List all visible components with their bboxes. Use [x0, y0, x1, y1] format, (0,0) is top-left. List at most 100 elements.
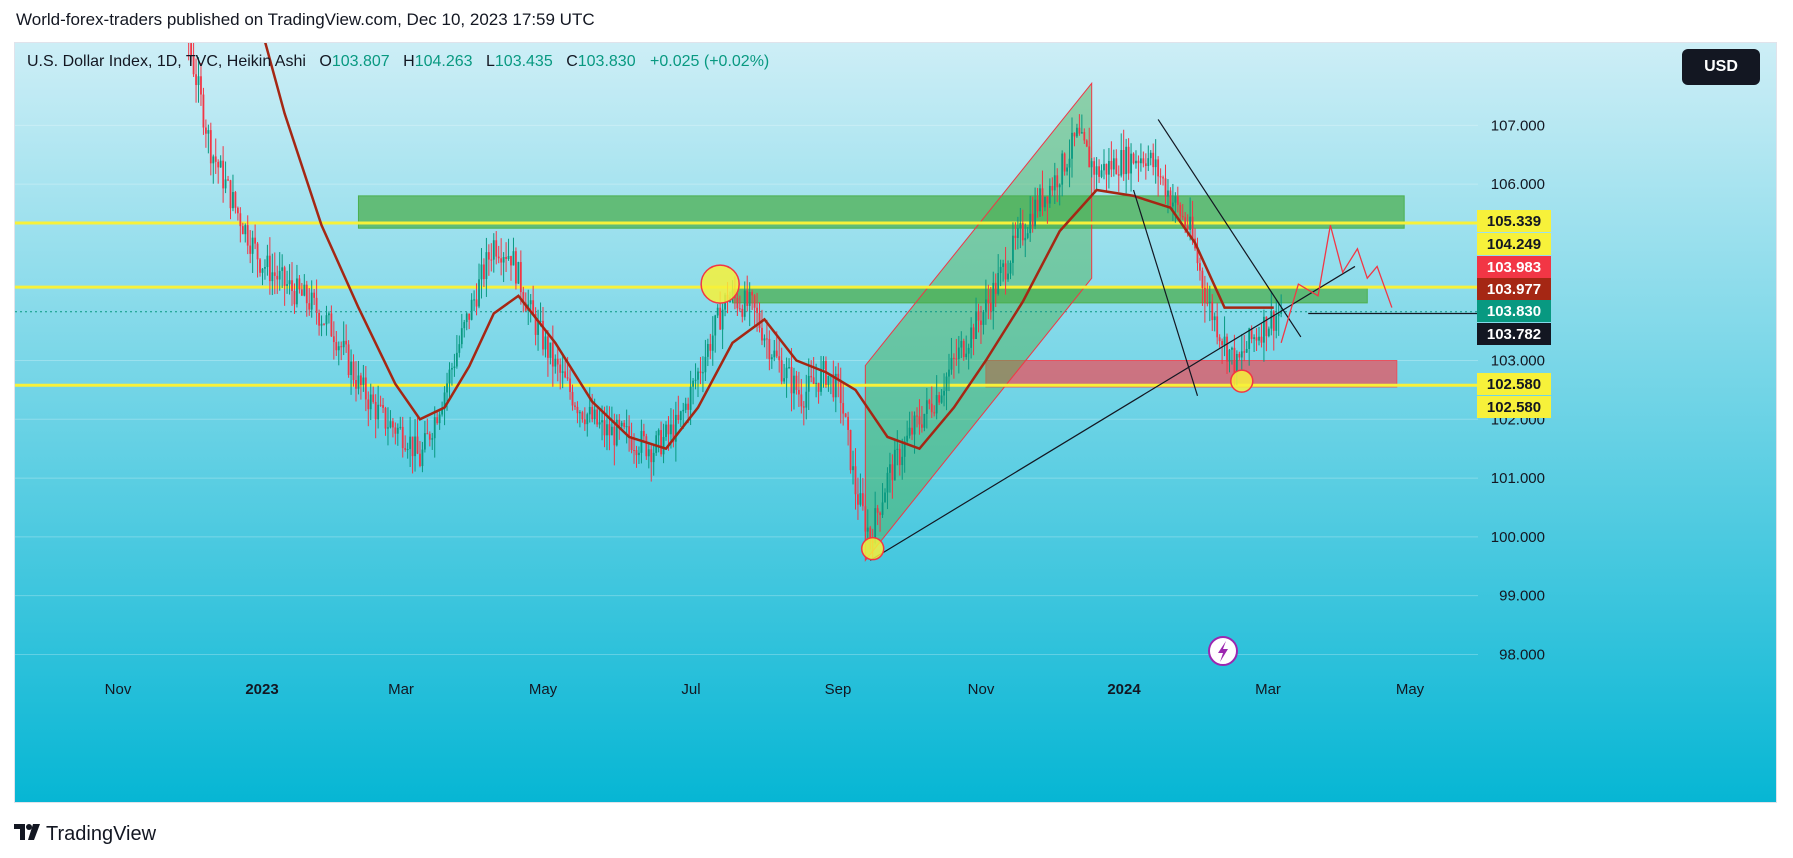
high-key: H [403, 53, 415, 70]
tradingview-logo-icon[interactable] [14, 823, 40, 846]
candle-body [468, 313, 471, 320]
candle-body [446, 383, 448, 393]
candle-body [367, 399, 370, 410]
candle-body [1253, 337, 1255, 339]
candle-body [204, 127, 207, 134]
candle-body [763, 338, 766, 341]
candle-body [674, 414, 677, 442]
price-label-box [1477, 210, 1551, 232]
candle-body [657, 430, 660, 436]
candle-body [244, 225, 247, 235]
candle-body [372, 394, 375, 402]
candle-body [512, 251, 515, 266]
candle-body [296, 278, 298, 305]
price-label-text: 103.782 [1487, 326, 1541, 343]
candle-body [1063, 153, 1066, 172]
candle-body [288, 280, 291, 285]
candle-body [972, 327, 975, 339]
candle-body [460, 328, 463, 345]
candle-body [1221, 341, 1224, 345]
candle-body [551, 342, 554, 367]
candle-body [342, 340, 345, 348]
symbol-legend: U.S. Dollar Index, 1D, TVC, Heikin Ashi … [27, 53, 769, 71]
candle-body [1110, 160, 1113, 170]
candle-body [1076, 127, 1078, 137]
y-axis-label: 103.000 [1491, 353, 1545, 370]
candle-body [1270, 311, 1273, 329]
candle-body [660, 430, 662, 455]
candle-body [564, 371, 567, 378]
candle-body [1265, 316, 1268, 337]
candle-body [510, 256, 512, 266]
candle-body [1157, 159, 1160, 177]
chart-panel[interactable]: 107.000 106.000 103.000 102.000 101.000 100.0… [14, 42, 1777, 803]
candle-body [433, 417, 436, 439]
candle-body [332, 336, 335, 343]
price-chart[interactable]: 107.000106.000103.000102.000101.000100.0… [15, 43, 1777, 803]
candle-body [492, 240, 495, 260]
x-axis-label: May [1396, 681, 1425, 698]
candle-body [1095, 166, 1098, 175]
x-axis-label: Nov [105, 681, 132, 698]
candle-body [1250, 328, 1253, 339]
currency-button[interactable]: USD [1682, 49, 1760, 85]
candle-body [335, 342, 338, 351]
x-axis-label: Mar [388, 681, 414, 698]
candle-body [473, 299, 475, 301]
candle-body [613, 426, 616, 446]
candle-body [970, 327, 973, 348]
candle-body [1090, 161, 1093, 168]
candle-body [1016, 228, 1019, 238]
candle-body [682, 409, 685, 412]
candle-body [800, 394, 803, 407]
x-axis-label: May [529, 681, 558, 698]
candle-body [1144, 163, 1147, 167]
candle-body [463, 322, 466, 329]
candle-body [918, 416, 921, 425]
candle-body [945, 376, 948, 391]
candle-body [239, 213, 242, 227]
candle-body [404, 448, 407, 450]
candle-body [911, 427, 913, 435]
candle-body [360, 375, 362, 386]
candle-body [251, 237, 254, 254]
candle-body [618, 419, 621, 427]
candle-body [345, 340, 348, 345]
candle-body [455, 352, 458, 367]
candle-body [1152, 152, 1155, 168]
candle-body [318, 312, 320, 326]
candle-body [817, 382, 820, 392]
candle-body [347, 344, 350, 376]
candle-body [1012, 235, 1014, 263]
candle-body [1068, 158, 1071, 168]
candle-body [483, 264, 485, 280]
candle-body [254, 237, 257, 244]
candle-body [989, 302, 992, 312]
candle-body [539, 320, 542, 322]
candle-body [1112, 158, 1115, 170]
candle-body [635, 450, 638, 456]
candle-body [1014, 235, 1017, 238]
candle-body [578, 412, 581, 414]
candle-body [391, 421, 394, 428]
candle-body [783, 378, 786, 382]
candle-body [1024, 237, 1027, 241]
candle-body [1103, 163, 1105, 171]
candle-body [396, 427, 399, 434]
candle-body [743, 290, 746, 317]
candle-body [711, 335, 714, 351]
candle-body [1213, 316, 1216, 321]
candle-body [997, 272, 1000, 294]
candle-body [286, 284, 288, 286]
candle-body [866, 527, 869, 532]
lightning-icon[interactable] [1208, 636, 1238, 666]
candle-body [1275, 316, 1278, 331]
candle-body [559, 364, 562, 373]
candle-body [670, 424, 672, 435]
candle-body [534, 313, 537, 335]
candle-body [977, 311, 980, 321]
footer-brand[interactable]: TradingView [46, 823, 157, 845]
candle-body [571, 391, 574, 406]
candle-body [549, 342, 552, 358]
candle-body [517, 262, 520, 284]
